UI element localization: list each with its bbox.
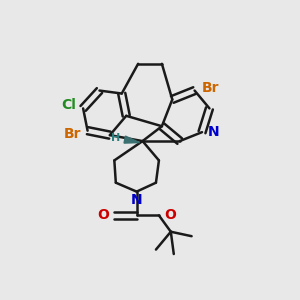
Text: O: O [164,208,176,222]
Text: H: H [111,133,120,143]
Polygon shape [124,136,140,143]
Text: N: N [131,193,142,207]
Text: Br: Br [202,81,220,94]
Text: N: N [207,125,219,139]
Text: Br: Br [64,127,82,141]
Text: O: O [97,208,109,222]
Text: Cl: Cl [61,98,76,112]
